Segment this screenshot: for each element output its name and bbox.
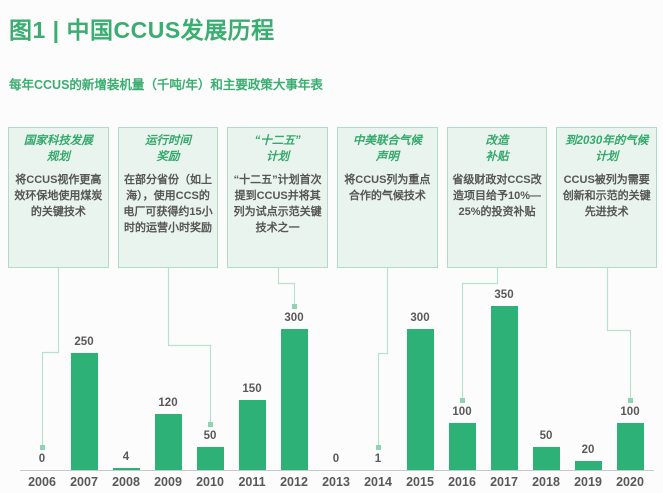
connector-dot-2006	[40, 445, 45, 450]
connector-dot-2020	[628, 398, 633, 403]
figure-title: 图1 | 中国CCUS发展历程	[9, 17, 275, 43]
connector-line-2014	[377, 268, 389, 447]
bar-2018	[532, 447, 560, 470]
x-axis-label-2013: 2013	[322, 475, 350, 489]
policy-card-body: “十二五”计划首次提到CCUS并将其列为试点示范关键技术之一	[233, 174, 322, 234]
bar-value-label-2009: 120	[158, 397, 178, 409]
bar-2010	[196, 447, 224, 470]
bar-value-label-2017: 350	[494, 289, 514, 301]
bar-2012	[280, 329, 308, 470]
connector-dot-2016	[460, 398, 465, 403]
connector-line-2012	[277, 268, 296, 306]
x-axis-label-2012: 2012	[280, 475, 308, 489]
x-axis-label-2017: 2017	[490, 475, 518, 489]
bar-2008	[112, 468, 140, 470]
bar-value-label-2007: 250	[74, 336, 94, 348]
x-axis-label-2014: 2014	[364, 475, 392, 489]
policy-card-body: 将CCUS视作更高效环保地使用煤炭的关键技术	[14, 174, 103, 218]
x-axis-label-2018: 2018	[532, 475, 560, 489]
bar-value-label-2006: 0	[38, 453, 46, 465]
x-axis-label-2015: 2015	[406, 475, 434, 489]
bar-2015	[406, 329, 434, 470]
policy-card-title: 到2030年的气候 计划	[565, 135, 649, 163]
x-axis-label-2010: 2010	[196, 475, 224, 489]
policy-card-title: 中美联合气候 声明	[352, 135, 422, 163]
policy-card-us-china-climate-statement: 中美联合气候 声明 将CCUS列为重点合作的气候技术	[337, 127, 438, 268]
policy-card-operating-hours-reward: 运行时间 奖励 在部分省份（如上海），使用CCS的电厂可获得约15小时的运营小时…	[117, 127, 219, 268]
bar-2020	[616, 423, 644, 470]
bar-value-label-2011: 150	[242, 383, 262, 395]
policy-card-body: 在部分省份（如上海），使用CCS的电厂可获得约15小时的运营小时奖励	[123, 174, 213, 234]
x-axis-label-2006: 2006	[28, 475, 56, 489]
x-axis-line	[20, 470, 654, 471]
connector-dot-2010	[208, 422, 213, 427]
x-axis-label-2019: 2019	[574, 475, 602, 489]
policy-card-national-sci-tech-plan: 国家科技发展 规划 将CCUS视作更高效环保地使用煤炭的关键技术	[8, 127, 109, 268]
connector-line-2010	[167, 268, 212, 424]
bar-2017	[490, 306, 518, 470]
x-axis-label-2009: 2009	[154, 475, 182, 489]
x-axis-label-2011: 2011	[238, 475, 266, 489]
bar-value-label-2010: 50	[203, 430, 217, 442]
policy-card-title: 国家科技发展 规划	[23, 135, 93, 163]
x-axis-label-2020: 2020	[616, 475, 644, 489]
policy-card-title: 改造 补贴	[485, 135, 509, 163]
policy-card-body: 将CCUS列为重点合作的气候技术	[344, 174, 431, 202]
figure-subtitle: 每年CCUS的新增装机量（千吨/年）和主要政策大事年表	[9, 78, 323, 92]
bar-value-label-2014: 1	[374, 453, 382, 465]
bar-value-label-2013: 0	[332, 453, 340, 465]
connector-line-2020	[606, 268, 632, 400]
bar-2019	[574, 461, 602, 470]
bar-2007	[70, 353, 98, 470]
connector-dot-2012	[292, 304, 297, 309]
bar-2011	[238, 400, 266, 470]
policy-cards-row: 国家科技发展 规划 将CCUS视作更高效环保地使用煤炭的关键技术 运行时间 奖励…	[8, 127, 658, 268]
policy-card-body: 省级财政对CCS改造项目给予10%—25%的投资补贴	[452, 174, 542, 218]
bar-value-label-2008: 4	[122, 451, 130, 463]
policy-card-body: CCUS被列为需要创新和示范的关键先进技术	[562, 174, 651, 218]
policy-card-12th-five-year-plan: “十二五” 计划 “十二五”计划首次提到CCUS并将其列为试点示范关键技术之一	[227, 127, 329, 268]
connector-line-2006	[41, 268, 60, 447]
x-axis-label-2008: 2008	[112, 475, 140, 489]
bar-2009	[154, 414, 182, 470]
policy-card-retrofit-subsidy: 改造 补贴 省级财政对CCS改造项目给予10%—25%的投资补贴	[446, 127, 548, 268]
bar-value-label-2015: 300	[410, 312, 430, 324]
bar-value-label-2012: 300	[284, 312, 304, 324]
policy-card-title: “十二五” 计划	[254, 135, 301, 163]
bar-value-label-2018: 50	[539, 430, 553, 442]
connector-dot-2014	[376, 445, 381, 450]
x-axis-label-2016: 2016	[448, 475, 476, 489]
x-axis-label-2007: 2007	[70, 475, 98, 489]
connector-line-2016	[461, 268, 499, 400]
bar-2016	[448, 423, 476, 470]
bar-value-label-2020: 100	[620, 406, 640, 418]
policy-card-2030-climate-plan: 到2030年的气候 计划 CCUS被列为需要创新和示范的关键先进技术	[556, 127, 658, 268]
bar-value-label-2016: 100	[452, 406, 472, 418]
bar-value-label-2019: 20	[581, 444, 595, 456]
policy-card-title: 运行时间 奖励	[145, 135, 191, 163]
